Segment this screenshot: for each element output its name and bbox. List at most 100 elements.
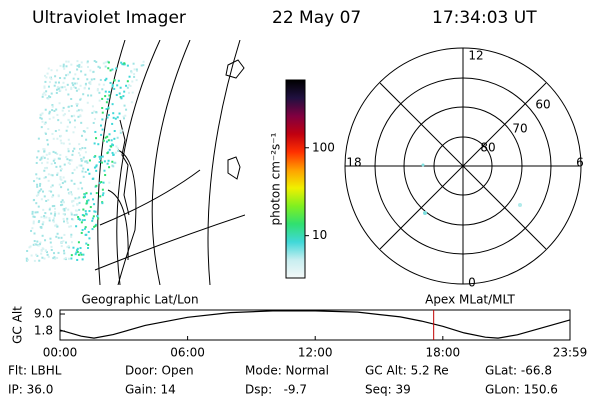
- emission-dot: [119, 86, 122, 89]
- emission-dot: [43, 257, 46, 260]
- emission-dot: [40, 226, 43, 229]
- emission-dot: [67, 150, 70, 153]
- emission-dot: [54, 151, 57, 154]
- emission-dot: [103, 169, 106, 172]
- emission-dot: [71, 218, 74, 221]
- emission-dot: [45, 90, 48, 93]
- emission-dot: [124, 114, 127, 117]
- emission-dot: [53, 252, 56, 255]
- emission-dot: [94, 210, 97, 213]
- emission-dot: [84, 151, 87, 154]
- emission-dot: [63, 220, 66, 223]
- emission-dot: [90, 94, 93, 97]
- emission-dot: [50, 92, 53, 95]
- emission-dot: [95, 165, 98, 168]
- emission-dot: [62, 212, 65, 215]
- emission-dot: [102, 62, 105, 65]
- emission-dot: [52, 220, 55, 223]
- emission-dot: [52, 159, 55, 162]
- emission-dot: [76, 258, 79, 261]
- x-tick-label: 00:00: [43, 346, 78, 360]
- emission-dot: [60, 186, 63, 189]
- emission-dot: [48, 217, 51, 220]
- emission-dot: [78, 208, 81, 211]
- emission-dot: [45, 153, 48, 156]
- emission-dot: [36, 156, 39, 159]
- emission-dot: [85, 202, 88, 205]
- emission-dot: [73, 214, 76, 217]
- emission-dot: [57, 119, 60, 122]
- emission-dot: [63, 163, 66, 166]
- emission-dot: [44, 176, 47, 179]
- emission-dot: [37, 150, 40, 153]
- emission-dot: [63, 201, 66, 204]
- emission-dot: [68, 142, 71, 145]
- emission-dot: [36, 240, 39, 243]
- emission-dot: [63, 209, 66, 212]
- emission-dot: [75, 89, 78, 92]
- emission-dot: [74, 197, 77, 200]
- emission-dot: [35, 202, 38, 205]
- emission-dot: [112, 116, 115, 119]
- emission-dot: [38, 259, 41, 262]
- emission-dot: [63, 257, 66, 260]
- emission-dot: [82, 156, 85, 159]
- emission-dot: [48, 110, 51, 113]
- emission-dot: [102, 139, 105, 142]
- emission-dot: [75, 203, 78, 206]
- emission-dot: [69, 121, 72, 124]
- emission-dot: [50, 245, 53, 248]
- emission-dot: [112, 153, 115, 156]
- emission-dot: [43, 169, 46, 172]
- emission-dot: [83, 130, 86, 133]
- emission-dot: [63, 85, 66, 88]
- emission-dot: [123, 104, 126, 107]
- emission-dot: [66, 83, 69, 86]
- emission-dot: [76, 103, 79, 106]
- emission-dot: [79, 148, 82, 151]
- emission-dot: [41, 120, 44, 123]
- emission-dot: [43, 195, 46, 198]
- emission-dot: [77, 187, 80, 190]
- emission-dot: [91, 228, 94, 231]
- emission-dot: [80, 61, 83, 64]
- emission-dot: [91, 105, 94, 108]
- emission-dot: [47, 179, 50, 182]
- emission-dot: [57, 251, 60, 254]
- emission-dot: [44, 74, 47, 77]
- status-field: IP: 36.0: [8, 383, 53, 397]
- emission-dot: [48, 81, 51, 84]
- status-field: Gain: 14: [125, 383, 176, 397]
- emission-dot: [113, 79, 116, 82]
- emission-dot: [78, 65, 81, 68]
- emission-dot: [109, 69, 112, 72]
- emission-dot: [123, 62, 126, 65]
- emission-dot: [84, 84, 87, 87]
- emission-dot: [101, 88, 104, 91]
- emission-dot: [59, 86, 62, 89]
- emission-dot: [64, 207, 67, 210]
- emission-dot: [58, 129, 61, 132]
- emission-dot: [48, 208, 51, 211]
- emission-dot: [98, 99, 101, 102]
- emission-dot: [93, 155, 96, 158]
- emission-dot: [81, 229, 84, 232]
- emission-dot: [75, 82, 78, 85]
- emission-dot: [82, 175, 85, 178]
- emission-dot: [56, 152, 59, 155]
- colorbar: 10 100: [285, 79, 335, 279]
- emission-dot: [72, 131, 75, 134]
- emission-dot: [51, 109, 54, 112]
- emission-dot: [91, 111, 94, 114]
- emission-dot: [56, 172, 59, 175]
- emission-dot: [93, 225, 96, 228]
- lat-label: 70: [512, 122, 527, 136]
- emission-dot: [45, 216, 48, 219]
- emission-dot: [95, 164, 98, 167]
- emission-dot: [73, 119, 76, 122]
- emission-dot: [64, 258, 67, 261]
- emission-dot: [77, 115, 80, 118]
- emission-dot: [66, 217, 69, 220]
- emission-dot: [101, 111, 104, 114]
- emission-dot: [91, 217, 94, 220]
